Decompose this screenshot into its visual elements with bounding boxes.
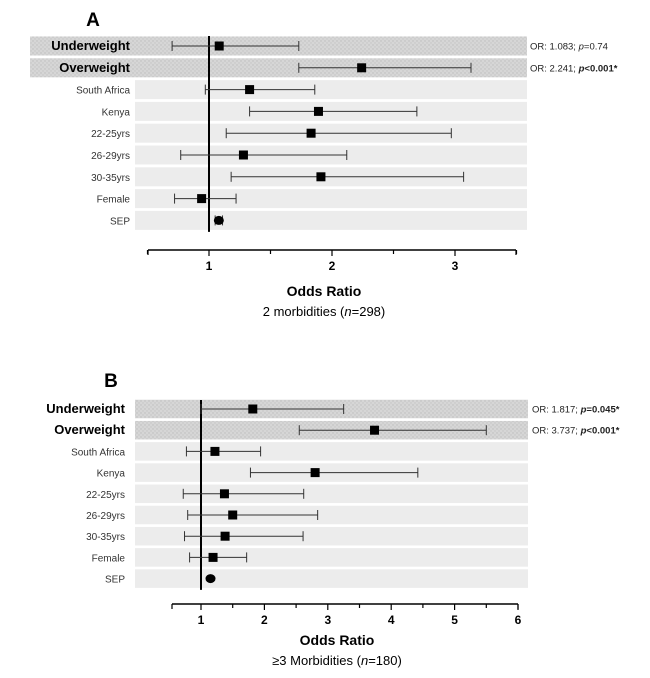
row-label: 22-25yrs bbox=[91, 129, 130, 140]
panel-subtitle: ≥3 Morbidities (n=180) bbox=[272, 653, 402, 668]
or-annotation: OR: 3.737; p<0.001* bbox=[532, 426, 620, 437]
x-axis-title: Odds Ratio bbox=[287, 283, 362, 299]
x-tick-label: 1 bbox=[198, 613, 205, 627]
panel-letter: B bbox=[104, 371, 118, 392]
x-tick-label: 3 bbox=[324, 613, 331, 627]
row-label: Overweight bbox=[59, 60, 130, 75]
x-tick-label: 4 bbox=[388, 613, 395, 627]
or-marker bbox=[210, 446, 220, 456]
row-label: Female bbox=[97, 195, 131, 206]
row-label: 26-29yrs bbox=[91, 151, 130, 162]
or-marker bbox=[306, 128, 316, 138]
or-marker bbox=[316, 172, 326, 182]
or-marker bbox=[228, 510, 238, 520]
row-label: SEP bbox=[110, 216, 130, 227]
or-marker bbox=[310, 468, 320, 478]
row-label: Kenya bbox=[97, 469, 126, 480]
row-label: South Africa bbox=[76, 86, 130, 97]
or-marker bbox=[370, 425, 380, 435]
row-label: Overweight bbox=[54, 422, 125, 437]
row-label: Underweight bbox=[46, 401, 125, 416]
or-marker bbox=[208, 552, 218, 562]
x-tick-label: 2 bbox=[261, 613, 268, 627]
or-marker bbox=[219, 489, 229, 499]
or-marker bbox=[357, 63, 367, 73]
or-marker bbox=[245, 85, 255, 95]
panel-subtitle: 2 morbidities (n=298) bbox=[263, 304, 386, 319]
row-label: Underweight bbox=[51, 38, 130, 53]
row-band bbox=[135, 210, 527, 230]
row-label: SEP bbox=[105, 575, 125, 586]
row-band bbox=[135, 442, 528, 461]
row-band bbox=[135, 80, 527, 100]
or-marker bbox=[197, 194, 207, 204]
row-label: South Africa bbox=[71, 447, 125, 458]
row-band bbox=[135, 189, 527, 209]
row-band bbox=[135, 526, 528, 546]
or-marker bbox=[214, 41, 224, 51]
panel-a: A Underweight Overweight South Africa Kenya 2… bbox=[30, 10, 618, 319]
row-band bbox=[135, 505, 528, 525]
row-label: 30-35yrs bbox=[86, 532, 125, 543]
or-marker bbox=[205, 574, 216, 584]
or-marker bbox=[220, 531, 230, 541]
panel-b: B Underweight Overweight South Africa Kenya 2… bbox=[46, 371, 619, 668]
row-band bbox=[135, 484, 528, 504]
row-band bbox=[135, 569, 528, 588]
x-axis-title: Odds Ratio bbox=[300, 632, 375, 648]
panel-letter: A bbox=[86, 10, 100, 31]
x-tick-label: 6 bbox=[515, 613, 522, 627]
row-label: 26-29yrs bbox=[86, 511, 125, 522]
or-annotation: OR: 1.817; p=0.045* bbox=[532, 405, 620, 416]
or-annotation: OR: 1.083; p=0.74 bbox=[530, 42, 608, 53]
or-marker bbox=[213, 215, 224, 225]
row-band bbox=[30, 58, 527, 78]
row-band bbox=[135, 548, 528, 567]
row-label: 22-25yrs bbox=[86, 490, 125, 501]
x-tick-label: 5 bbox=[451, 613, 458, 627]
or-marker bbox=[313, 106, 323, 116]
x-tick-label: 2 bbox=[329, 259, 336, 273]
or-annotation: OR: 2.241; p<0.001* bbox=[530, 63, 618, 74]
or-marker bbox=[248, 404, 258, 414]
row-label: 30-35yrs bbox=[91, 173, 130, 184]
row-label: Female bbox=[92, 553, 126, 564]
x-tick-label: 3 bbox=[452, 259, 459, 273]
row-label: Kenya bbox=[102, 107, 131, 118]
or-marker bbox=[238, 150, 248, 160]
x-tick-label: 1 bbox=[206, 259, 213, 273]
